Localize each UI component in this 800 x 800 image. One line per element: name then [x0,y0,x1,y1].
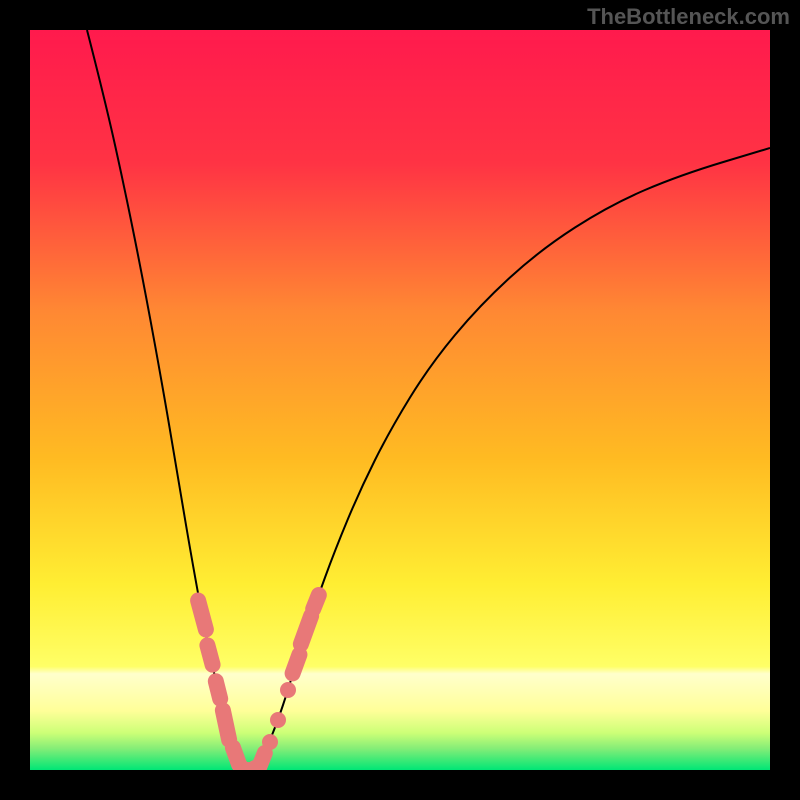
data-marker [198,601,206,630]
chart-area [30,30,770,770]
data-marker [280,682,296,698]
data-marker [301,616,311,644]
data-marker [293,655,300,674]
data-marker [216,681,220,698]
data-marker [270,712,286,728]
v-curve [87,30,770,769]
watermark: TheBottleneck.com [587,4,790,30]
markers-group [198,595,319,770]
data-marker [259,753,265,767]
data-marker [223,710,229,739]
data-marker [262,734,278,750]
data-marker [313,595,319,609]
data-marker [207,645,212,664]
curve-svg [30,30,770,770]
